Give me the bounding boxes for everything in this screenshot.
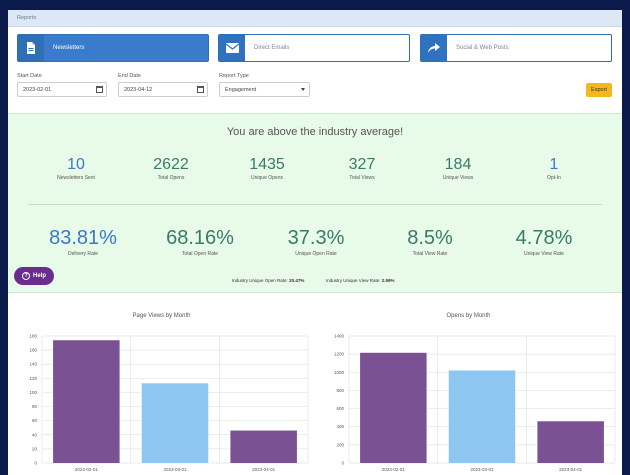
opens-bar-chart: 0 200 400 600 800 1000 1200 1400 2023-02-01 2023-… — [334, 334, 616, 472]
x-tick-label: 2023-04-01 — [559, 467, 583, 472]
tab-newsletters[interactable]: Newsletters — [17, 34, 209, 62]
document-icon — [18, 35, 44, 61]
y-tick-label: 140 — [29, 362, 37, 367]
tab-direct-emails[interactable]: Direct Emails — [218, 34, 410, 62]
bar-2023-02-01[interactable] — [53, 340, 120, 463]
x-tick-label: 2023-02-01 — [75, 467, 99, 472]
y-tick-label: 20 — [32, 446, 38, 451]
bar-2023-04-01[interactable] — [537, 421, 604, 463]
report-tabs: Newsletters Direct Emails Social & Web P… — [17, 34, 613, 62]
stats-divider — [28, 204, 602, 205]
breadcrumb-reports[interactable]: Reports — [17, 15, 37, 21]
end-date-input[interactable]: 2023-04-12 — [118, 82, 208, 97]
bar-2023-03-01[interactable] — [141, 383, 209, 463]
y-tick-label: 600 — [336, 406, 344, 411]
y-tick-label: 800 — [336, 388, 344, 393]
breadcrumb: Reports — [8, 10, 622, 27]
stat-total-opens: 2622 Total Opens — [153, 156, 189, 181]
stat-total-views: 327 Total Views — [348, 156, 376, 181]
bar-2023-04-01[interactable] — [230, 430, 297, 463]
calendar-icon[interactable] — [96, 86, 103, 93]
stat-unique-open-rate: 37.3% Unique Open Rate — [287, 227, 345, 257]
stat-unique-view-rate: 4.78% Unique View Rate — [515, 227, 573, 257]
stat-delivery-rate: 83.81% Delivery Rate — [49, 227, 117, 257]
y-tick-label: 100 — [29, 390, 37, 395]
start-date-input[interactable]: 2023-02-01 — [17, 82, 107, 97]
chart-title: Opens by Month — [446, 313, 491, 319]
y-tick-label: 0 — [341, 461, 344, 466]
industry-view-rate: Industry Unique View Rate: 2.59% — [326, 278, 395, 283]
x-tick-label: 2023-04-01 — [252, 467, 276, 472]
help-label: Help — [32, 273, 46, 279]
export-button[interactable]: Export — [586, 83, 612, 97]
y-tick-label: 180 — [29, 334, 37, 339]
y-tick-label: 80 — [32, 404, 38, 409]
bar-2023-03-01[interactable] — [448, 370, 516, 463]
page-views-chart: Page Views by Month 0 20 40 60 80 100 120 140 16… — [8, 303, 315, 475]
tab-social-web-posts[interactable]: Social & Web Posts — [420, 34, 612, 62]
stat-total-view-rate: 8.5% Total View Rate — [407, 227, 453, 257]
calendar-icon[interactable] — [197, 86, 204, 93]
end-date-label: End Date — [118, 73, 141, 79]
report-window: Reports Newsletters Direct Emails Social… — [8, 10, 622, 475]
summary-panel: You are above the industry average! 10 Ne… — [8, 113, 622, 293]
stat-total-open-rate: 68.16% Total Open Rate — [166, 227, 234, 257]
y-tick-label: 1200 — [334, 352, 345, 357]
tab-label: Direct Emails — [254, 45, 290, 51]
x-tick-label: 2023-03-01 — [470, 467, 494, 472]
y-tick-label: 1400 — [334, 334, 345, 339]
help-button[interactable]: ? Help — [14, 267, 54, 285]
share-arrow-icon — [421, 35, 447, 61]
industry-comparison-headline: You are above the industry average! — [226, 126, 404, 138]
y-tick-label: 60 — [32, 418, 38, 423]
tab-label: Social & Web Posts — [456, 45, 509, 51]
y-tick-label: 1000 — [334, 370, 345, 375]
x-tick-label: 2023-02-01 — [382, 467, 406, 472]
opens-chart: Opens by Month 0 200 400 600 800 1000 1200 1400… — [315, 303, 622, 475]
stat-newsletters-sent: 10 Newsletters Sent — [57, 156, 95, 181]
page-views-bar-chart: 0 20 40 60 80 100 120 140 160 180 2023-02-01 2023-0… — [29, 334, 309, 472]
y-tick-label: 0 — [34, 461, 37, 466]
y-tick-label: 40 — [32, 432, 38, 437]
stat-unique-views: 184 Unique Views — [442, 156, 474, 181]
question-icon: ? — [21, 272, 30, 280]
tab-label: Newsletters — [53, 45, 85, 51]
report-type-label: Report Type — [219, 73, 249, 79]
stat-opt-in: 1 Opt-In — [547, 156, 561, 181]
y-tick-label: 400 — [336, 424, 344, 429]
report-filters: Start Date 2023-02-01 End Date 2023-04-1… — [17, 73, 613, 103]
y-tick-label: 200 — [336, 442, 344, 447]
y-tick-label: 160 — [29, 348, 37, 353]
start-date-label: Start Date — [17, 73, 42, 79]
y-tick-label: 120 — [29, 376, 37, 381]
envelope-icon — [219, 35, 245, 61]
industry-open-rate: Industry Unique Open Rate: 20.47% — [232, 278, 305, 283]
chevron-down-icon — [301, 88, 305, 91]
report-type-select[interactable]: Engagement — [219, 82, 310, 97]
x-tick-label: 2023-03-01 — [163, 467, 187, 472]
stat-unique-opens: 1435 Unique Opens — [249, 156, 285, 181]
chart-title: Page Views by Month — [132, 313, 191, 319]
bar-2023-02-01[interactable] — [360, 352, 427, 463]
